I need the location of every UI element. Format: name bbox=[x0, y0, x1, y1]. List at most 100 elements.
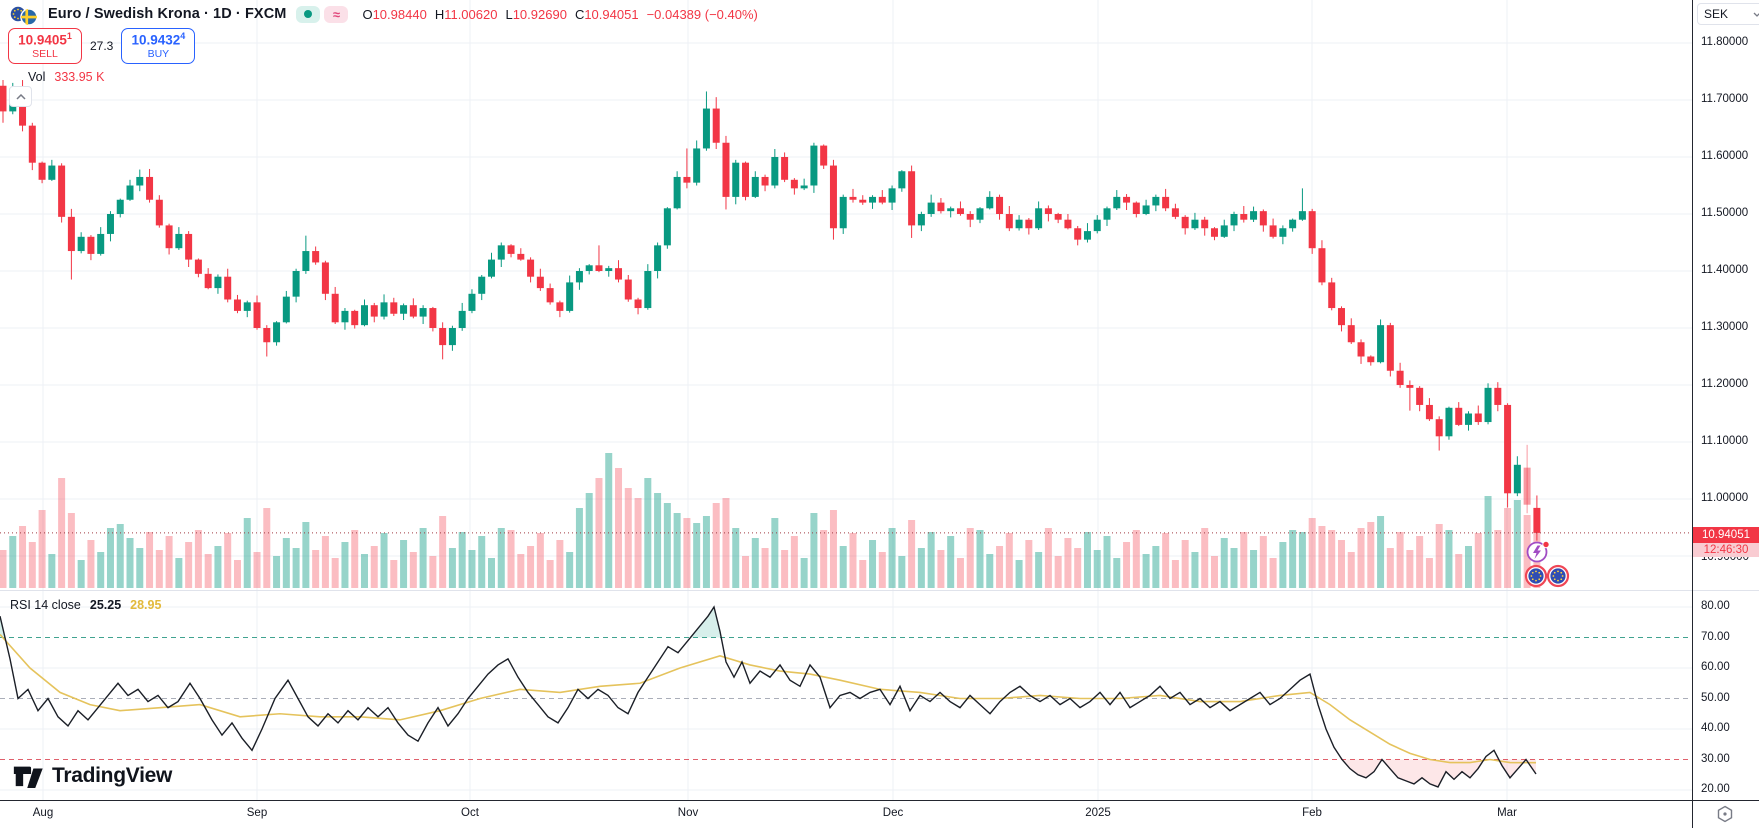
volume-bar bbox=[888, 528, 896, 588]
candle bbox=[820, 145, 828, 166]
candle bbox=[976, 208, 984, 220]
high-value: 11.00620 bbox=[444, 6, 498, 22]
volume-bar bbox=[204, 554, 212, 588]
candle bbox=[194, 259, 202, 274]
collapse-legend-button[interactable] bbox=[9, 86, 32, 107]
volume-bar bbox=[429, 556, 437, 588]
price-axis-label: 11.80000 bbox=[1701, 36, 1749, 48]
candle bbox=[106, 214, 114, 234]
last-price-label[interactable]: 10.94051 12:46:30 bbox=[1693, 527, 1759, 557]
candle bbox=[702, 108, 710, 149]
candle bbox=[781, 157, 789, 180]
candle bbox=[67, 216, 75, 252]
candle bbox=[595, 265, 603, 271]
candle bbox=[1308, 211, 1316, 249]
axis-settings-icon[interactable] bbox=[1716, 805, 1734, 828]
candle bbox=[1103, 208, 1111, 220]
symbol-title[interactable]: Euro / Swedish Krona · 1D · FXCM bbox=[48, 6, 287, 22]
volume-bar bbox=[1377, 516, 1385, 588]
volume-bar bbox=[1162, 533, 1170, 588]
rsi-legend[interactable]: RSI 14 close 25.25 28.95 bbox=[10, 598, 162, 612]
candle bbox=[1513, 464, 1521, 494]
volume-bar bbox=[185, 542, 193, 588]
volume-bar bbox=[48, 554, 56, 588]
price-axis-label: 11.70000 bbox=[1701, 93, 1749, 105]
candle bbox=[859, 199, 867, 203]
volume-bar bbox=[1484, 496, 1492, 588]
candle bbox=[233, 299, 241, 311]
candle bbox=[1152, 196, 1160, 206]
volume-bar bbox=[9, 536, 17, 588]
time-axis-label: Sep bbox=[246, 807, 268, 819]
candle bbox=[243, 302, 251, 311]
volume-bar bbox=[1347, 552, 1355, 588]
volume-bar bbox=[1386, 548, 1394, 588]
volume-bar bbox=[761, 548, 769, 588]
rsi-ma-value: 28.95 bbox=[130, 598, 162, 612]
volume-bar bbox=[986, 554, 994, 588]
candle bbox=[546, 288, 554, 303]
candle bbox=[1171, 208, 1179, 217]
currency-selector[interactable]: SEK bbox=[1697, 3, 1759, 25]
volume-bar bbox=[1279, 542, 1287, 588]
candle bbox=[761, 176, 769, 186]
candle bbox=[1377, 325, 1385, 363]
candle bbox=[1445, 407, 1453, 437]
volume-bar bbox=[341, 542, 349, 588]
volume-bar bbox=[1367, 522, 1375, 588]
volume-bar bbox=[360, 554, 368, 588]
volume-bar bbox=[702, 516, 710, 588]
candle bbox=[673, 176, 681, 209]
volume-bar bbox=[732, 528, 740, 588]
time-axis-label: Aug bbox=[32, 807, 54, 819]
candle bbox=[263, 328, 271, 343]
volume-bar bbox=[77, 560, 85, 588]
eu-event-icon bbox=[1546, 564, 1570, 588]
candle bbox=[585, 265, 593, 271]
candle bbox=[1123, 196, 1131, 203]
volume-bar bbox=[448, 548, 456, 588]
candle bbox=[1396, 370, 1404, 385]
price-axis-label: 11.00000 bbox=[1701, 492, 1749, 504]
candle bbox=[566, 282, 574, 311]
volume-bar bbox=[839, 546, 847, 588]
price-axis-label: 11.10000 bbox=[1701, 435, 1749, 447]
volume-bar bbox=[1494, 530, 1502, 588]
volume-bar bbox=[1123, 542, 1131, 588]
candle bbox=[1083, 231, 1091, 240]
candle bbox=[429, 308, 437, 328]
volume-bar bbox=[820, 530, 828, 588]
candle bbox=[1035, 208, 1043, 229]
volume-bar bbox=[1064, 538, 1072, 588]
volume-bar bbox=[1406, 550, 1414, 588]
tradingview-logo[interactable]: TradingView bbox=[12, 761, 172, 791]
volume-bar bbox=[38, 510, 46, 588]
volume-bar bbox=[146, 532, 154, 588]
candle bbox=[683, 176, 691, 183]
volume-bar bbox=[67, 513, 75, 588]
rsi-axis-label: 20.00 bbox=[1701, 783, 1730, 795]
candle bbox=[1074, 228, 1082, 240]
volume-bar bbox=[1259, 536, 1267, 588]
candle bbox=[1533, 507, 1541, 533]
volume-bar bbox=[976, 530, 984, 588]
volume-bar bbox=[321, 536, 329, 588]
volume-legend[interactable]: Vol 333.95 K bbox=[28, 70, 105, 84]
buy-button[interactable]: 10.94324 BUY bbox=[121, 28, 196, 64]
eu-event-icon bbox=[1524, 564, 1548, 588]
volume-bar bbox=[1093, 550, 1101, 588]
candle bbox=[458, 310, 466, 328]
rsi-axis-label: 70.00 bbox=[1701, 630, 1730, 643]
candle bbox=[1357, 342, 1365, 357]
candle bbox=[927, 202, 935, 214]
volume-bar bbox=[644, 478, 652, 588]
candle bbox=[19, 88, 27, 126]
candle bbox=[986, 196, 994, 209]
sell-button[interactable]: 10.94051 SELL bbox=[8, 28, 82, 64]
candle bbox=[351, 310, 359, 326]
candle bbox=[1435, 419, 1443, 437]
volume-bar bbox=[273, 556, 281, 588]
volume-bar bbox=[97, 552, 105, 588]
candle bbox=[644, 271, 652, 309]
